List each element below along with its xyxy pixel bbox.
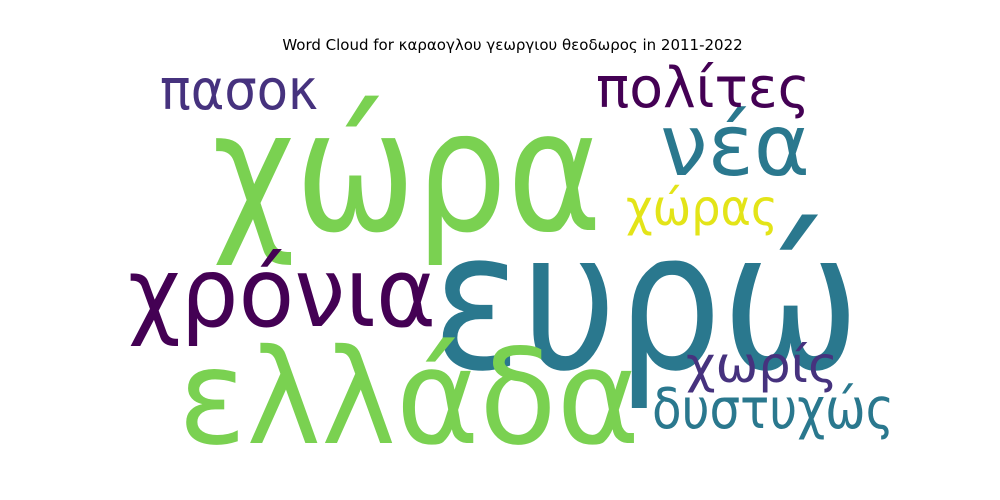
word-evro: ευρώ [432, 191, 860, 414]
figure-title: Word Cloud for καραογλου γεωργιου θεοδωρ… [282, 36, 743, 54]
word-nea: νέα [660, 96, 810, 196]
word-ellada: ελλάδα [178, 321, 640, 475]
word-dystychos: δυστυχώς [652, 377, 894, 442]
word-chronia: χρόνια [128, 237, 436, 349]
word-pasok: πασοκ [160, 58, 318, 123]
word-choris: χωρίς [686, 336, 838, 394]
word-xora: χώρα [212, 74, 602, 270]
word-xoras: χώρας [626, 179, 778, 237]
word-polites: πολίτες [596, 56, 810, 121]
